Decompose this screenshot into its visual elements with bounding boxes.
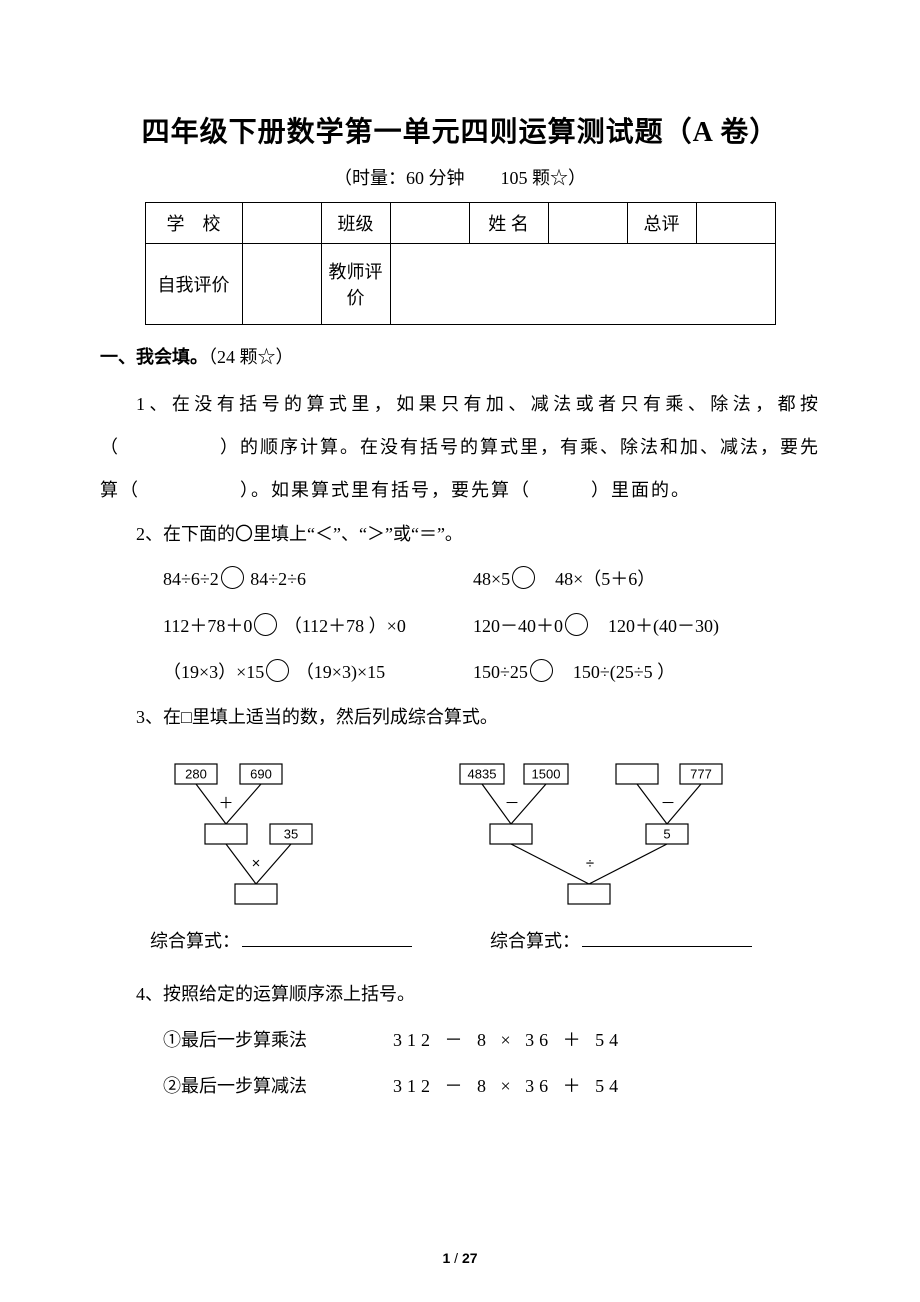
q4-row: ①最后一步算乘法 312 － 8 × 36 ＋ 54 (163, 1017, 820, 1064)
comparison-row: （19×3）×15 （19×3)×15 150÷25 150÷(25÷5 ） (163, 649, 820, 696)
question-2-intro: 2、在下面的〇里填上“＜”、“＞”或“＝”。 (100, 513, 820, 556)
q4-row: ②最后一步算减法 312 － 8 × 36 ＋ 54 (163, 1063, 820, 1110)
page-subtitle: （时量：60 分钟 105 颗☆） (100, 164, 820, 190)
section-heading-points: （24 颗☆） (208, 347, 294, 367)
tree-diagram-icon: 4835 1500 777 － － 5 ÷ (440, 749, 750, 919)
page-sep: / (450, 1250, 462, 1266)
svg-text:×: × (252, 855, 261, 872)
section-heading: 一、我会填。（24 颗☆） (100, 343, 820, 369)
svg-text:÷: ÷ (586, 855, 594, 872)
expr-left-b: 84÷2÷6 (250, 569, 306, 589)
compare-circle-icon (512, 566, 535, 589)
svg-text:＋: ＋ (218, 795, 233, 812)
expr-right-b: 120＋(40－30) (608, 616, 719, 636)
compare-circle-icon (266, 659, 289, 682)
expr-right-a: 150÷25 (473, 662, 528, 682)
svg-text:777: 777 (690, 767, 712, 782)
q4-label: ②最后一步算减法 (163, 1063, 393, 1110)
question-4-intro: 4、按照给定的运算顺序添上括号。 (100, 973, 820, 1016)
cell-teachereval-label: 教师评价 (321, 244, 390, 325)
cell-total-value (696, 203, 775, 244)
comparison-block: 84÷6÷2 84÷2÷6 48×5 48×（5＋6） 112＋78＋0 （11… (163, 556, 820, 696)
comparison-row: 112＋78＋0 （112＋78 ）×0 120－40＋0 120＋(40－30… (163, 603, 820, 650)
expr-right-b: 48×（5＋6） (555, 569, 655, 589)
expr-right-b: 150÷(25÷5 ） (573, 662, 675, 682)
spacer (537, 569, 555, 589)
cell-selfeval-value (242, 244, 321, 325)
answer-blank-line (582, 928, 752, 947)
compare-circle-icon (565, 613, 588, 636)
expr-right-a: 120－40＋0 (473, 616, 563, 636)
cell-school-label: 学 校 (145, 203, 242, 244)
expr-left-a: （19×3）×15 (163, 662, 264, 682)
cell-name-label: 姓 名 (469, 203, 548, 244)
section-heading-bold: 一、我会填。 (100, 347, 208, 367)
diagram-row: 280 690 ＋ 35 × 4835 1500 777 － － 5 ÷ (140, 749, 820, 919)
spacer (555, 662, 573, 682)
cell-school-value (242, 203, 321, 244)
cell-teachereval-value (390, 244, 775, 325)
question-1: 1、在没有括号的算式里，如果只有加、减法或者只有乘、除法，都按 （ ）的顺序计算… (100, 383, 820, 513)
svg-text:－: － (660, 795, 675, 812)
cell-total-label: 总评 (627, 203, 696, 244)
answer-label: 综合算式： (150, 927, 240, 953)
q4-label: ①最后一步算乘法 (163, 1017, 393, 1064)
expr-left-a: 84÷6÷2 (163, 569, 219, 589)
svg-text:280: 280 (185, 767, 207, 782)
cell-class-value (390, 203, 469, 244)
cell-name-value (548, 203, 627, 244)
expr-right-a: 48×5 (473, 569, 510, 589)
expr-left-a: 112＋78＋0 (163, 616, 252, 636)
spacer (590, 616, 608, 636)
compare-circle-icon (254, 613, 277, 636)
diagram-2: 4835 1500 777 － － 5 ÷ (440, 749, 750, 919)
page-number: 1 / 27 (0, 1250, 920, 1266)
svg-text:690: 690 (250, 767, 272, 782)
table-row: 学 校 班级 姓 名 总评 (145, 203, 775, 244)
answer-blank-line (242, 928, 412, 947)
info-table: 学 校 班级 姓 名 总评 自我评价 教师评价 (145, 202, 776, 325)
q4-block: ①最后一步算乘法 312 － 8 × 36 ＋ 54 ②最后一步算减法 312 … (163, 1017, 820, 1111)
compare-circle-icon (530, 659, 553, 682)
cell-selfeval-label: 自我评价 (145, 244, 242, 325)
q4-expr: 312 － 8 × 36 ＋ 54 (393, 1017, 623, 1064)
svg-text:－: － (504, 795, 519, 812)
table-row: 自我评价 教师评价 (145, 244, 775, 325)
cell-class-label: 班级 (321, 203, 390, 244)
svg-text:4835: 4835 (468, 767, 497, 782)
expr-left-b: （112＋78 ）×0 (284, 616, 406, 636)
answer-row: 综合算式： 综合算式： (150, 927, 820, 953)
q4-expr: 312 － 8 × 36 ＋ 54 (393, 1063, 623, 1110)
compare-circle-icon (221, 566, 244, 589)
svg-text:5: 5 (663, 827, 670, 842)
question-3-intro: 3、在□里填上适当的数，然后列成综合算式。 (100, 696, 820, 739)
page-total: 27 (462, 1250, 478, 1266)
diagram-1: 280 690 ＋ 35 × (140, 749, 340, 919)
expr-left-b: （19×3)×15 (296, 662, 385, 682)
svg-text:35: 35 (284, 827, 298, 842)
page-title: 四年级下册数学第一单元四则运算测试题（A 卷） (100, 110, 820, 150)
answer-label: 综合算式： (490, 927, 580, 953)
comparison-row: 84÷6÷2 84÷2÷6 48×5 48×（5＋6） (163, 556, 820, 603)
svg-text:1500: 1500 (532, 767, 561, 782)
tree-diagram-icon: 280 690 ＋ 35 × (140, 749, 340, 919)
